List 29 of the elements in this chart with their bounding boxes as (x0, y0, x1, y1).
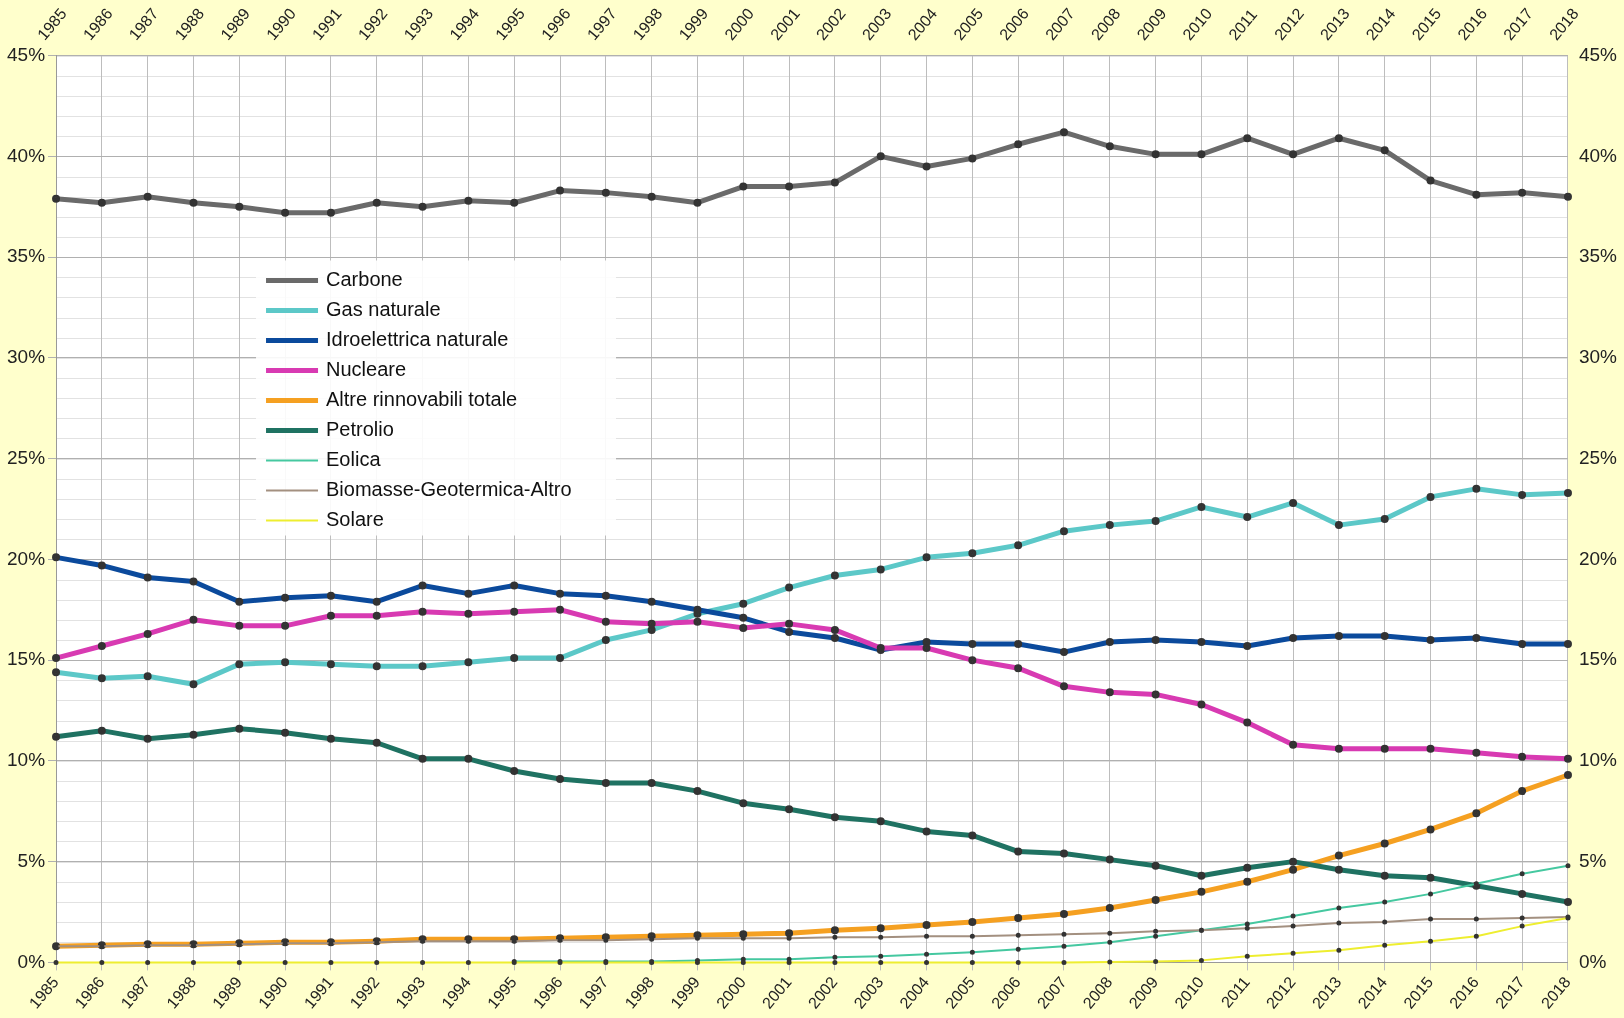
y2-tick-label: 40% (1578, 144, 1618, 166)
y2-tick-label: 45% (1578, 43, 1618, 65)
legend-label: Gas naturale (326, 298, 441, 321)
y2-tick-label: 15% (1578, 648, 1618, 670)
y2-tick-label: 20% (1578, 547, 1618, 569)
y-tick-label: 45% (7, 43, 46, 65)
y-tick-label: 15% (7, 648, 46, 670)
y2-tick-label: 25% (1578, 446, 1618, 468)
y-tick-label: 20% (7, 547, 46, 569)
y2-tick-label: 0% (1578, 950, 1607, 972)
legend-label: Solare (326, 508, 384, 531)
legend-label: Idroelettrica naturale (326, 328, 509, 351)
y-tick-label: 30% (7, 346, 46, 368)
legend-label: Carbone (326, 268, 403, 291)
y2-tick-label: 35% (1578, 245, 1618, 267)
y-tick-label: 0% (17, 950, 46, 972)
y2-tick-label: 5% (1578, 849, 1607, 871)
legend-label: Altre rinnovabili totale (326, 388, 518, 411)
y2-tick-label: 10% (1578, 749, 1618, 771)
legend-label: Petrolio (326, 418, 394, 441)
y-tick-label: 10% (7, 749, 46, 771)
y-tick-label: 35% (7, 245, 46, 267)
legend-label: Eolica (326, 448, 382, 471)
y-tick-label: 25% (7, 446, 46, 468)
legend-label: Nucleare (326, 358, 407, 381)
y2-tick-label: 30% (1578, 346, 1618, 368)
y-tick-label: 5% (17, 849, 46, 871)
legend-label: Biomasse-Geotermica-Altro (326, 478, 572, 501)
y-tick-label: 40% (7, 144, 46, 166)
